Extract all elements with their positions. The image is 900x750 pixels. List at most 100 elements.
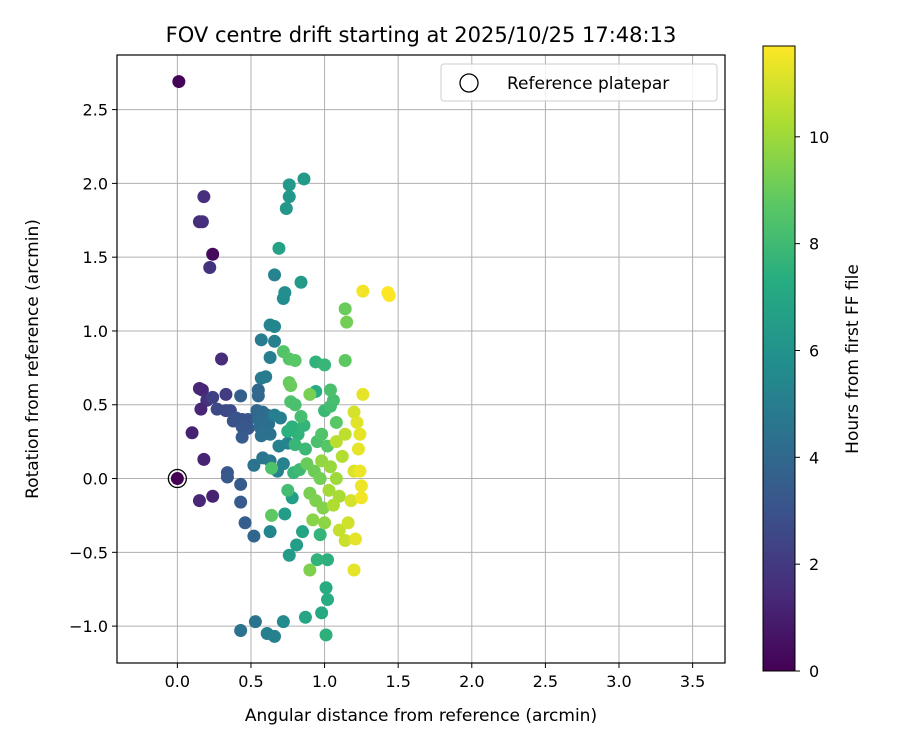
data-point — [206, 247, 220, 261]
data-point — [272, 241, 286, 255]
data-point — [197, 452, 211, 466]
data-point — [338, 302, 352, 316]
x-axis-ticks: 0.0 0.5 1.0 1.5 2.0 2.5 3.0 3.5 — [165, 663, 705, 691]
data-point — [350, 415, 364, 429]
data-point — [172, 75, 186, 89]
data-point — [326, 498, 340, 512]
data-point — [338, 427, 352, 441]
data-point — [259, 370, 273, 384]
data-point — [238, 516, 252, 530]
x-tick-label: 0.5 — [238, 672, 263, 691]
data-point — [347, 405, 361, 419]
data-point — [263, 351, 277, 365]
data-point — [321, 553, 335, 567]
data-point — [323, 460, 337, 474]
x-tick-label: 1.5 — [385, 672, 410, 691]
data-point — [319, 628, 333, 642]
data-point — [234, 495, 248, 509]
reference-marker — [167, 468, 188, 489]
y-tick-label: −0.5 — [69, 543, 108, 562]
data-point — [341, 516, 355, 530]
data-point — [315, 606, 329, 620]
data-point — [382, 289, 396, 303]
data-point — [298, 442, 312, 456]
data-point — [273, 411, 287, 425]
data-point — [351, 442, 365, 456]
y-tick-label: 2.5 — [83, 101, 108, 120]
data-point — [288, 438, 302, 452]
data-point — [282, 548, 296, 562]
data-point — [288, 398, 302, 412]
data-point — [316, 501, 330, 515]
data-point — [340, 315, 354, 329]
y-tick-label: 1.5 — [83, 248, 108, 267]
data-point — [206, 489, 220, 503]
colorbar-tick-label: 2 — [809, 555, 819, 574]
data-point — [347, 563, 361, 577]
x-tick-label: 3.0 — [606, 672, 631, 691]
data-point — [354, 491, 368, 505]
data-point — [234, 389, 248, 403]
colorbar-tick-label: 4 — [809, 448, 819, 467]
data-point — [185, 426, 199, 440]
data-point — [263, 525, 277, 539]
data-point — [203, 261, 217, 275]
data-point — [170, 472, 184, 486]
colorbar-label: Hours from first FF file — [843, 264, 863, 454]
data-point — [335, 449, 349, 463]
data-point — [303, 387, 317, 401]
legend-marker-icon — [459, 73, 479, 93]
data-point — [356, 284, 370, 298]
x-tick-label: 2.5 — [533, 672, 558, 691]
data-point — [206, 390, 220, 404]
data-point — [321, 593, 335, 607]
data-point — [323, 383, 337, 397]
colorbar-tick-label: 10 — [809, 128, 829, 147]
data-point — [220, 470, 234, 484]
data-point — [279, 201, 293, 215]
data-point — [315, 427, 329, 441]
colorbar-tick-label: 0 — [809, 662, 819, 681]
grid-lines — [117, 55, 725, 663]
colorbar-gradient — [762, 45, 796, 672]
data-point — [278, 286, 292, 300]
data-point — [247, 529, 261, 543]
data-point — [329, 435, 343, 449]
data-point — [294, 275, 308, 289]
data-point — [306, 513, 320, 527]
legend: Reference platepar — [440, 63, 718, 102]
data-point — [265, 461, 279, 475]
data-point — [195, 383, 209, 397]
data-point — [332, 523, 346, 537]
data-point — [313, 472, 327, 486]
data-point — [297, 172, 311, 186]
data-point — [288, 353, 302, 367]
data-point — [263, 427, 277, 441]
data-point — [254, 333, 268, 347]
data-point — [247, 458, 261, 472]
data-point — [268, 629, 282, 643]
x-axis-label: Angular distance from reference (arcmin) — [245, 706, 597, 726]
x-tick-label: 3.5 — [680, 672, 705, 691]
y-tick-label: 2.0 — [83, 174, 108, 193]
data-point — [295, 525, 309, 539]
plot-frame — [116, 54, 726, 664]
data-point — [318, 358, 332, 372]
data-point — [318, 516, 332, 530]
data-point — [268, 320, 282, 334]
data-point — [290, 538, 304, 552]
data-point — [265, 508, 279, 522]
y-tick-label: 0.0 — [83, 470, 108, 489]
data-point — [195, 215, 209, 229]
data-point — [310, 553, 324, 567]
legend-box — [440, 63, 718, 102]
colorbar: 0 2 4 6 8 10 Hours from first FF file — [762, 45, 863, 681]
data-point — [294, 410, 308, 424]
y-axis-ticks: −1.0 −0.5 0.0 0.5 1.0 1.5 2.0 2.5 — [69, 101, 117, 636]
data-point — [353, 427, 367, 441]
data-point — [326, 393, 340, 407]
data-point — [284, 379, 298, 393]
data-point — [248, 615, 262, 629]
data-point — [278, 507, 292, 521]
